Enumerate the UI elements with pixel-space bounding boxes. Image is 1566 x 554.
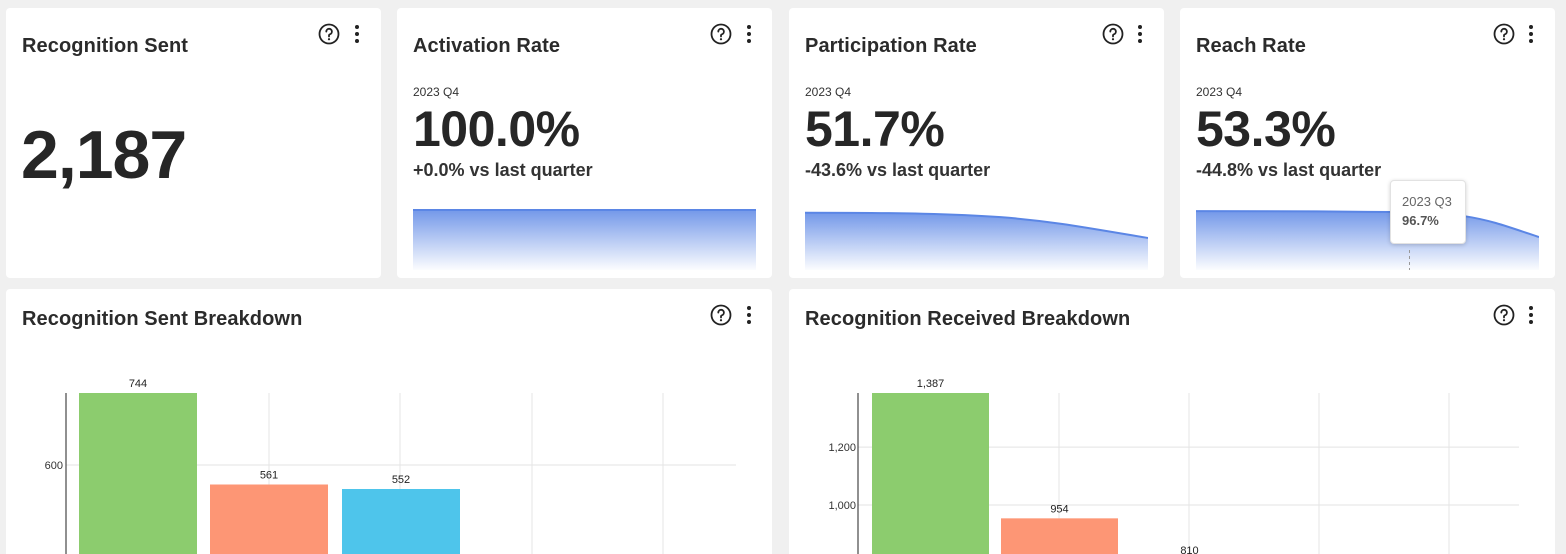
- help-icon[interactable]: [1102, 23, 1124, 45]
- help-icon[interactable]: [710, 23, 732, 45]
- more-options-icon[interactable]: [745, 24, 753, 44]
- sparkline-area: [805, 212, 1148, 270]
- reach-rate-card: Reach Rate 2023 Q4 53.3% -44.8% vs last …: [1180, 8, 1555, 278]
- more-options-icon[interactable]: [1527, 24, 1535, 44]
- bar-value-label: 810: [1180, 545, 1198, 554]
- tooltip-value: 96.7%: [1402, 213, 1439, 228]
- card-title: Recognition Sent: [22, 35, 189, 57]
- participation-rate-delta: -43.6% vs last quarter: [805, 160, 991, 180]
- card-title: Activation Rate: [413, 35, 561, 57]
- bar: [210, 484, 328, 554]
- bar-value-label: 552: [392, 474, 410, 486]
- card-title: Participation Rate: [805, 35, 977, 57]
- chart-tooltip: 2023 Q3 96.7%: [1390, 180, 1466, 244]
- help-icon[interactable]: [318, 23, 340, 45]
- tooltip-label: 2023 Q3: [1402, 194, 1452, 209]
- more-options-icon[interactable]: [1136, 24, 1144, 44]
- activation-sparkline: [413, 209, 756, 270]
- more-options-icon[interactable]: [1527, 305, 1535, 325]
- bar: [342, 489, 460, 554]
- bar: [79, 393, 197, 554]
- recognition-received-breakdown-card: Recognition Received Breakdown 1,200 1,00…: [789, 289, 1555, 554]
- recognition-sent-card: Recognition Sent 2,187: [6, 8, 381, 278]
- card-title: Recognition Sent Breakdown: [22, 308, 303, 330]
- activation-rate-delta: +0.0% vs last quarter: [413, 160, 593, 180]
- y-tick-label: 1,000: [828, 500, 856, 512]
- reach-sparkline: [1196, 210, 1539, 270]
- participation-sparkline: [805, 211, 1148, 270]
- help-icon[interactable]: [1493, 23, 1515, 45]
- bar: [1001, 518, 1118, 554]
- period-label: 2023 Q4: [805, 85, 852, 99]
- card-title: Reach Rate: [1196, 35, 1306, 57]
- y-tick-label: 600: [45, 460, 63, 472]
- bar-value-label: 1,387: [917, 378, 945, 390]
- sparkline-line: [805, 211, 1148, 240]
- more-options-icon[interactable]: [353, 24, 361, 44]
- participation-rate-value: 51.7%: [805, 101, 945, 157]
- participation-rate-card: Participation Rate 2023 Q4 51.7% -43.6% …: [789, 8, 1164, 278]
- recognition-sent-value: 2,187: [21, 117, 187, 193]
- activation-rate-value: 100.0%: [413, 101, 580, 157]
- help-icon[interactable]: [1493, 304, 1515, 326]
- card-title: Recognition Received Breakdown: [805, 308, 1131, 330]
- period-label: 2023 Q4: [1196, 85, 1243, 99]
- bar-value-label: 954: [1050, 503, 1068, 515]
- bar: [872, 393, 989, 554]
- bar-value-label: 744: [129, 378, 147, 390]
- sparkline-area: [413, 210, 756, 270]
- y-tick-label: 1,200: [828, 442, 856, 454]
- reach-rate-delta: -44.8% vs last quarter: [1196, 160, 1382, 180]
- help-icon[interactable]: [710, 304, 732, 326]
- recognition-sent-breakdown-card: Recognition Sent Breakdown 600 744 561 552: [6, 289, 772, 554]
- activation-rate-card: Activation Rate 2023 Q4 100.0% +0.0% vs …: [397, 8, 772, 278]
- recognition-sent-bar-chart: 600 744 561 552: [45, 378, 736, 554]
- more-options-icon[interactable]: [745, 305, 753, 325]
- period-label: 2023 Q4: [413, 85, 460, 99]
- sparkline-line: [1196, 210, 1539, 239]
- reach-rate-value: 53.3%: [1196, 101, 1336, 157]
- bar-value-label: 561: [260, 470, 278, 482]
